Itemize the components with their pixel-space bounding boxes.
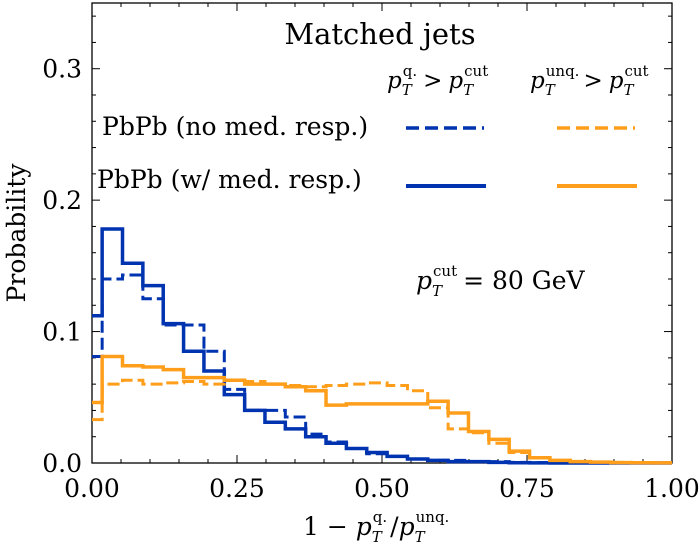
chart-title: Matched jets — [284, 17, 475, 51]
legend-row-w-med-resp: PbPb (w/ med. resp.) — [97, 165, 362, 194]
legend-header-unquenched: pTunq. > pTcut — [530, 62, 649, 99]
series-1-solid — [92, 227, 672, 465]
x-tick-labels: 0.00 0.25 0.50 0.75 1.00 — [64, 474, 700, 503]
series-2-dashed — [92, 378, 672, 465]
x-tick-label: 0.00 — [64, 474, 120, 503]
y-axis-title: Probability — [2, 163, 31, 303]
cut-annotation: pTcut = 80 GeV — [416, 262, 586, 300]
legend-row-no-med-resp: PbPb (no med. resp.) — [102, 112, 368, 141]
x-tick-label: 0.25 — [209, 474, 265, 503]
series-group — [92, 227, 672, 465]
x-tick-label: 0.50 — [354, 474, 410, 503]
y-tick-label: 0.2 — [42, 186, 82, 215]
x-tick-label: 0.75 — [499, 474, 555, 503]
y-tick-label: 0.0 — [42, 449, 82, 478]
y-tick-labels: 0.0 0.1 0.2 0.3 — [42, 55, 82, 478]
x-axis-title: 1 − pTq./pTunq. — [303, 508, 449, 546]
legend-header-quenched: pTq. > pTcut — [387, 62, 488, 99]
x-tick-label: 1.00 — [644, 474, 700, 503]
y-tick-label: 0.1 — [42, 318, 82, 347]
y-tick-label: 0.3 — [42, 55, 82, 84]
series-3-solid — [92, 354, 672, 465]
